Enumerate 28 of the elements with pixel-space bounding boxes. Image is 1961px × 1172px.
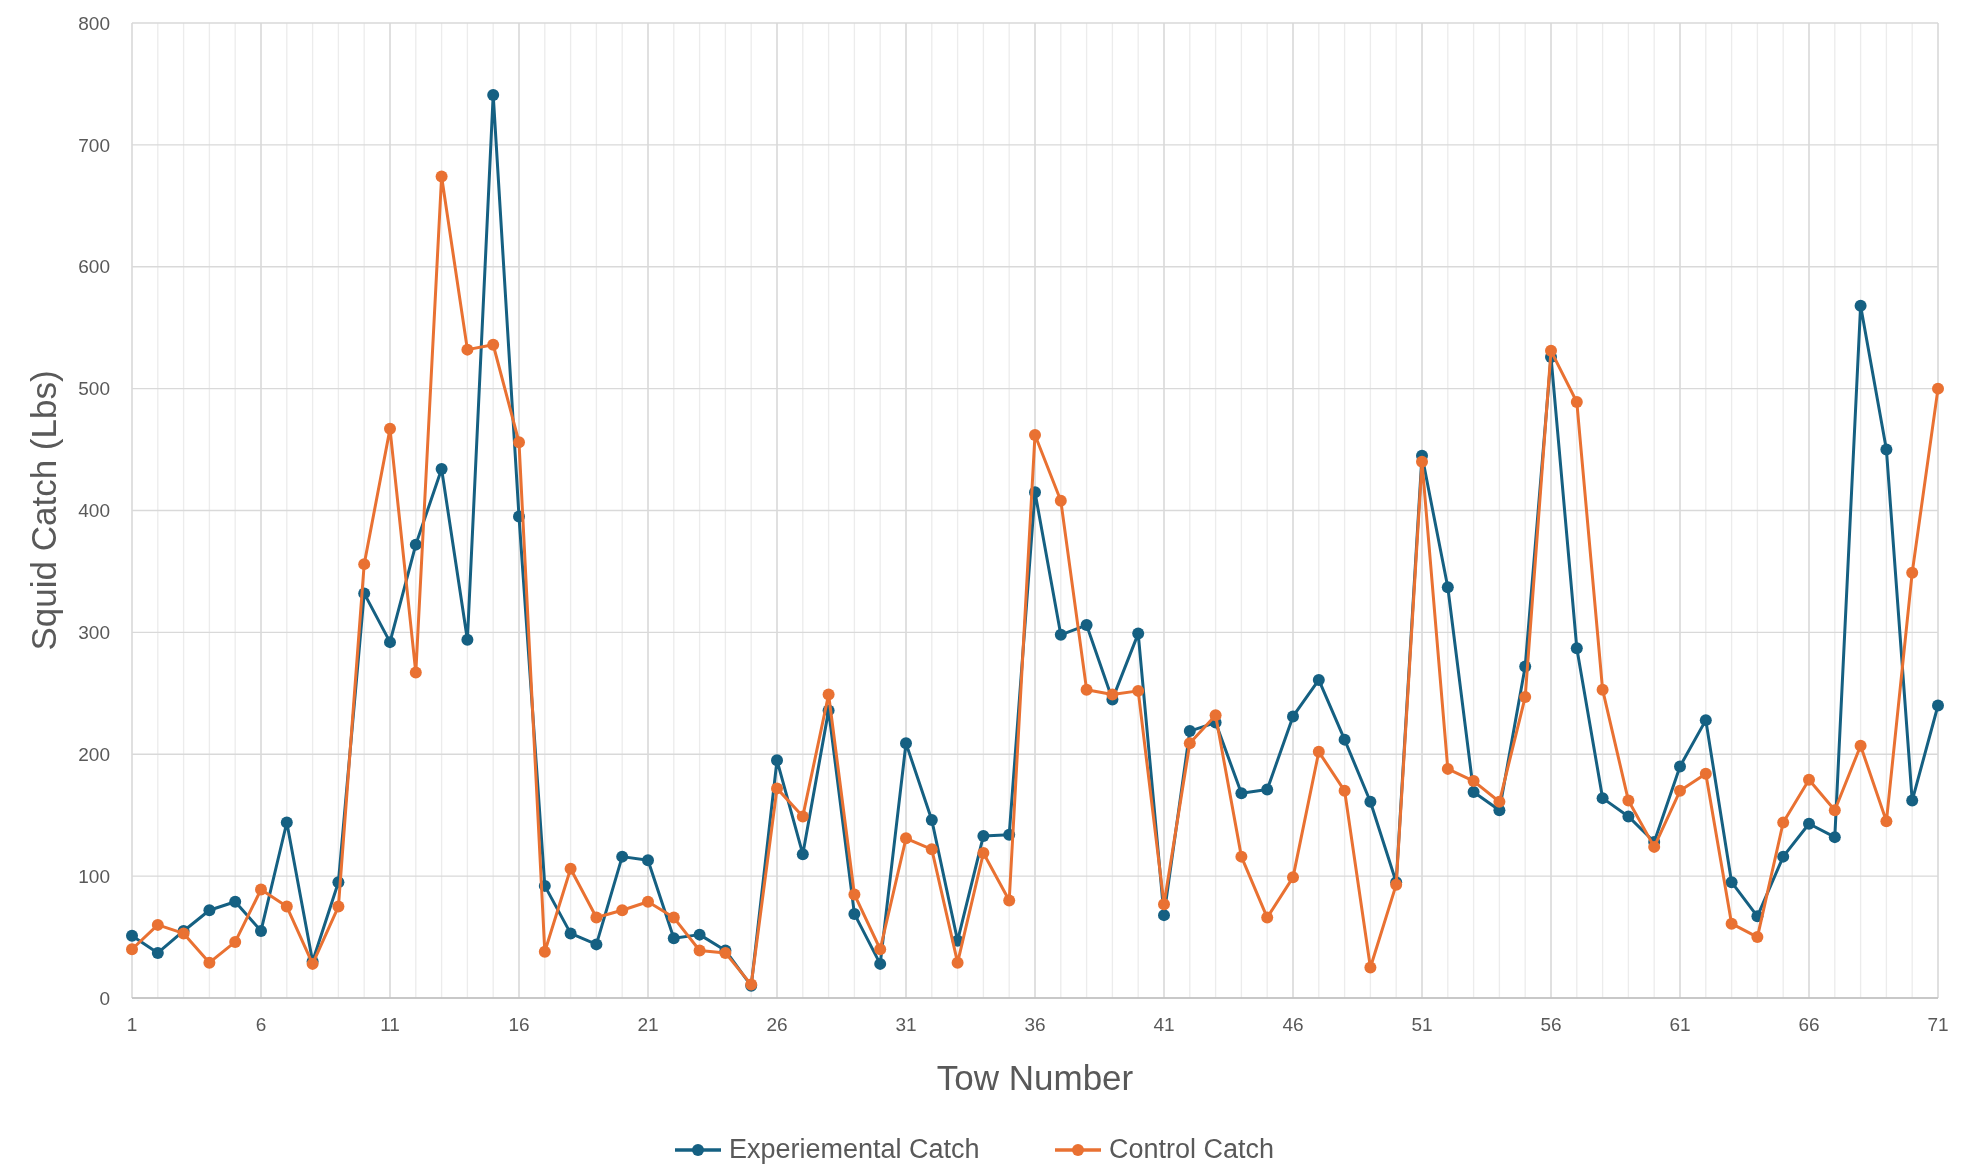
x-tick-label: 71 xyxy=(1927,1014,1949,1035)
x-tick-label: 16 xyxy=(508,1014,530,1035)
x-tick-label: 36 xyxy=(1024,1014,1046,1035)
x-tick-label: 51 xyxy=(1411,1014,1433,1035)
y-tick-label: 100 xyxy=(78,865,110,887)
x-tick-label: 41 xyxy=(1153,1014,1175,1035)
x-axis-title: Tow Number xyxy=(936,1058,1134,1097)
x-tick-label: 6 xyxy=(255,1014,267,1035)
y-tick-label: 300 xyxy=(78,622,110,644)
x-tick-label: 66 xyxy=(1798,1014,1820,1035)
x-tick-label: 31 xyxy=(895,1014,917,1035)
legend-label: Experiemental Catch xyxy=(729,1134,980,1164)
y-tick-label: 600 xyxy=(78,256,110,278)
y-tick-label: 400 xyxy=(78,500,110,522)
y-axis-title: Squid Catch (Lbs) xyxy=(24,370,63,651)
x-tick-label: 46 xyxy=(1282,1014,1304,1035)
x-tick-label: 1 xyxy=(126,1014,138,1035)
legend-label: Control Catch xyxy=(1109,1134,1275,1164)
x-tick-label: 56 xyxy=(1540,1014,1562,1035)
y-tick-label: 700 xyxy=(78,134,110,156)
y-tick-label: 200 xyxy=(78,743,110,765)
x-tick-label: 61 xyxy=(1669,1014,1691,1035)
y-tick-label: 0 xyxy=(99,987,110,1009)
x-tick-label: 21 xyxy=(637,1014,659,1035)
x-tick-label: 26 xyxy=(766,1014,788,1035)
y-tick-label: 800 xyxy=(78,12,110,34)
x-tick-label: 11 xyxy=(380,1014,400,1035)
y-tick-label: 500 xyxy=(78,378,110,400)
